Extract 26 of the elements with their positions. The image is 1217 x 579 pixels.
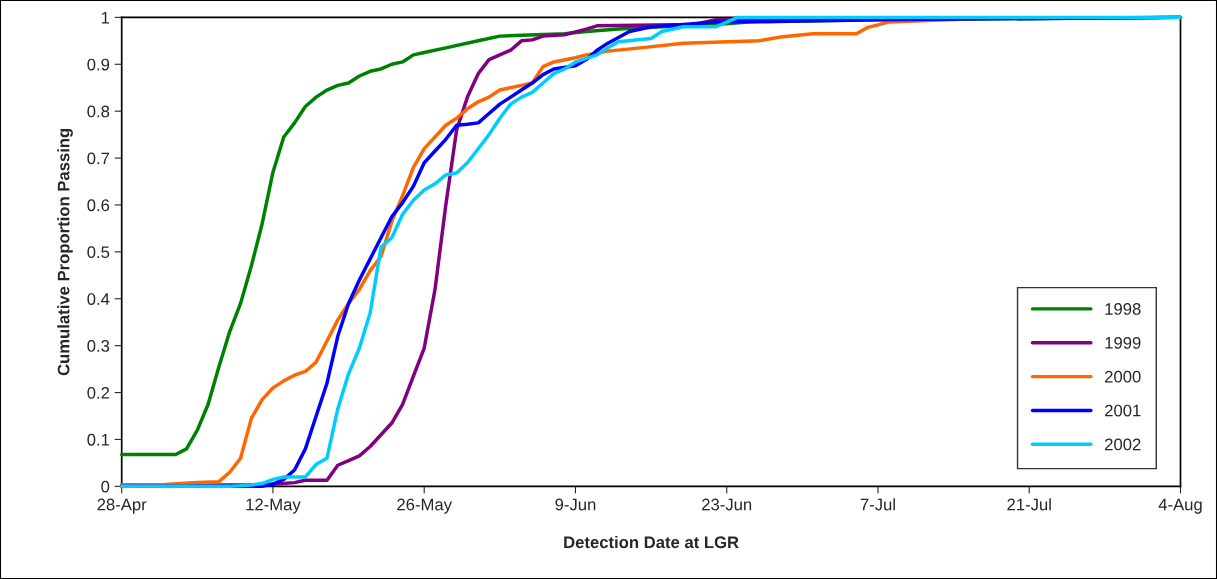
x-axis-title: Detection Date at LGR — [564, 535, 739, 549]
legend-label: 1998 — [1105, 303, 1141, 315]
y-tick-label: 0.4 — [87, 293, 110, 305]
x-tick-label: 7-Jul — [860, 498, 895, 511]
x-tick-label: 28-Apr — [97, 498, 147, 514]
y-tick-label: 0.7 — [87, 152, 110, 165]
y-tick-label: 0 — [101, 480, 110, 493]
y-tick-label: 1 — [101, 11, 110, 24]
y-tick-label: 0.3 — [87, 340, 110, 352]
legend-label: 2002 — [1105, 438, 1141, 451]
y-tick-label: 0.6 — [87, 199, 110, 212]
y-tick-label: 0.2 — [87, 386, 110, 399]
x-tick-label: 4-Aug — [1158, 498, 1202, 514]
y-tick-label: 0.1 — [87, 433, 110, 446]
y-tick-label: 0.5 — [87, 246, 110, 259]
x-tick-label: 23-Jun — [702, 498, 752, 511]
x-tick-label: 12-May — [246, 498, 301, 514]
x-tick-label: 9-Jun — [555, 498, 596, 511]
x-tick-label: 26-May — [397, 498, 452, 514]
x-tick-label: 21-Jul — [1007, 498, 1051, 511]
legend-label: 2001 — [1105, 404, 1141, 417]
y-tick-label: 0.9 — [87, 58, 110, 71]
y-tick-label: 0.8 — [87, 105, 110, 118]
legend-label: 2000 — [1105, 370, 1141, 383]
y-axis-title: Cumulative Proportion Passing — [57, 128, 73, 376]
legend-label: 1999 — [1105, 336, 1141, 349]
